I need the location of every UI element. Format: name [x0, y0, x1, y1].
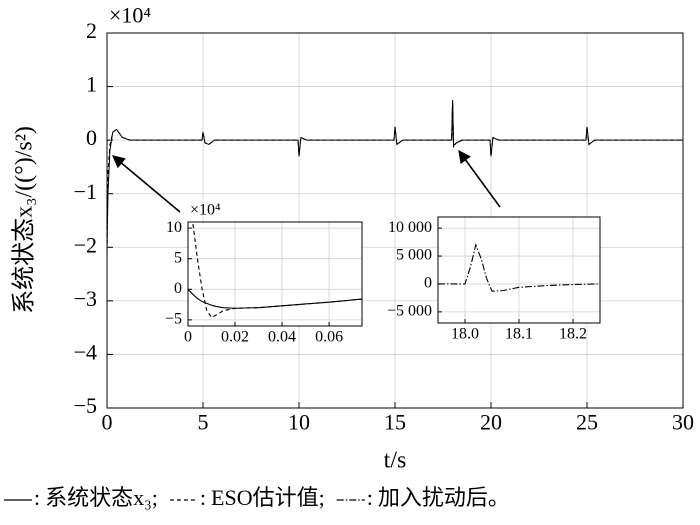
x-tick-label: 20 [480, 410, 502, 435]
y-tick-label: 10 000 [388, 219, 432, 236]
legend-separator: ; [319, 485, 325, 510]
inset-background [188, 222, 362, 326]
y-tick-label: −4 [74, 339, 97, 364]
arrow [112, 155, 181, 213]
legend-separator: : [200, 485, 206, 510]
y-tick-label: −2 [74, 232, 97, 257]
legend-separator: ; [152, 485, 158, 510]
legend-label: 系统状态x₃ [45, 485, 152, 510]
legend-separator: : [367, 485, 373, 510]
y-tick-label: 5 [174, 249, 182, 266]
legend-separator: 。 [488, 485, 510, 510]
arrow [458, 149, 501, 208]
x-tick-label: 10 [288, 410, 310, 435]
y-tick-label: 2 [86, 18, 97, 43]
x-tick-label: 15 [384, 410, 406, 435]
y-tick-label: −5 [165, 311, 182, 328]
legend-label: 加入扰动后 [378, 485, 488, 510]
plot-frame [106, 32, 684, 409]
x-tick-label: 5 [198, 410, 209, 435]
x-tick-label: 18.1 [505, 326, 533, 343]
legend-separator: : [34, 485, 40, 510]
series-line [192, 222, 362, 319]
y-tick-label: 0 [86, 125, 97, 150]
y-tick-label: −5 [74, 393, 97, 418]
axis-multiplier: ×10⁴ [190, 201, 221, 218]
y-tick-label: −1 [74, 179, 97, 204]
plot-frame [437, 216, 601, 324]
y-tick-label: −5 000 [387, 303, 432, 320]
y-tick-label: −3 [74, 286, 97, 311]
y-axis-label: 系统状态x₃/((°)/s²) [11, 126, 38, 314]
x-tick-label: 0 [102, 410, 113, 435]
x-axis-label: t/s [384, 448, 407, 474]
axis-multiplier: ×10⁴ [109, 3, 151, 28]
x-tick-label: 0.02 [221, 329, 249, 346]
y-tick-label: 0 [174, 280, 182, 297]
x-tick-label: 25 [576, 410, 598, 435]
x-tick-label: 18.0 [451, 326, 479, 343]
y-tick-label: 5 000 [396, 247, 432, 264]
legend-label: ESO估计值 [211, 485, 319, 510]
x-tick-label: 0.04 [268, 329, 296, 346]
y-tick-label: 1 [86, 72, 97, 97]
x-tick-label: 30 [672, 410, 694, 435]
x-tick-label: 0 [184, 329, 192, 346]
series-line [107, 99, 683, 259]
y-tick-label: 10 [166, 219, 182, 236]
x-tick-label: 0.06 [315, 329, 343, 346]
y-tick-label: 0 [424, 275, 432, 292]
x-tick-label: 18.2 [559, 326, 587, 343]
series-line [188, 288, 362, 309]
series-line [451, 102, 463, 149]
plot-frame [187, 221, 363, 327]
series-line [438, 243, 600, 292]
